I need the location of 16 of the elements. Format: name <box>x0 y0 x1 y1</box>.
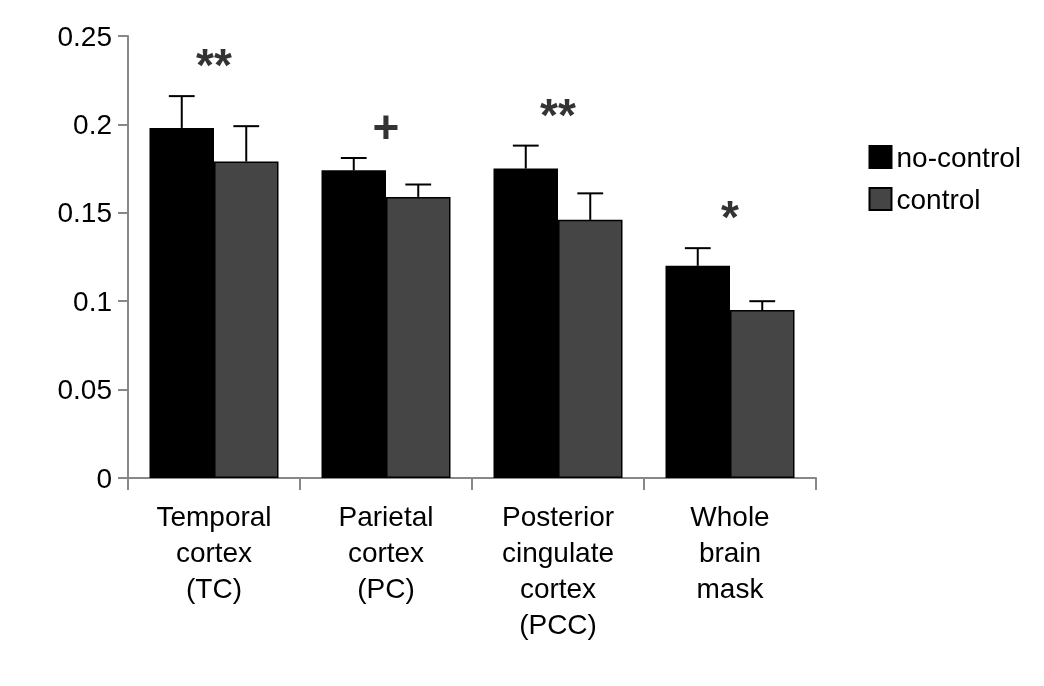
annotation: + <box>372 100 400 153</box>
legend-label: no-control <box>896 141 1022 173</box>
annotation: ** <box>196 39 232 92</box>
y-tick-label: 0.1 <box>73 285 112 317</box>
x-tick-label: Parietal cortex (PC) <box>338 500 434 604</box>
y-tick-label: 0.25 <box>57 20 112 52</box>
x-tick-label: Temporal cortex (TC) <box>156 500 272 604</box>
annotation: ** <box>540 88 576 141</box>
x-tick-label: Whole brain mask <box>690 500 770 604</box>
y-tick-label: 0.15 <box>57 197 112 229</box>
y-tick-label: 0 <box>96 462 112 494</box>
annotation: * <box>721 191 740 244</box>
y-tick-label: 0.2 <box>73 108 112 140</box>
legend-label: control <box>896 183 981 215</box>
y-tick-label: 0.05 <box>57 374 112 406</box>
x-tick-label: Posterior cingulate cortex (PCC) <box>501 500 615 640</box>
